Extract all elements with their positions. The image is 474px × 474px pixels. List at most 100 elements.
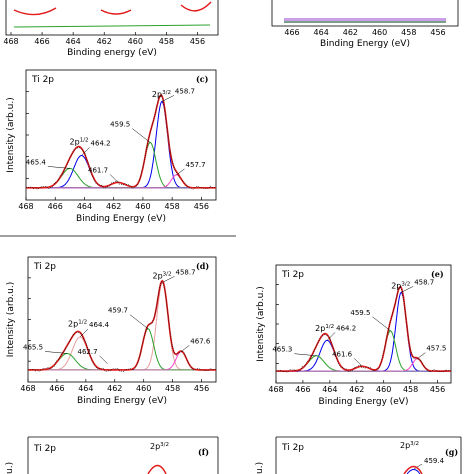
panel-label-e: (e) <box>431 269 444 279</box>
x-tick-label-e: 456 <box>430 385 445 394</box>
component-band-top-right <box>284 18 446 23</box>
envelope-curve-top-left <box>13 7 57 16</box>
annotation-label-d: 464.4 <box>89 321 110 329</box>
annotation-arrow-e <box>294 353 317 356</box>
y-axis-label-g: u.) <box>255 462 265 474</box>
annotation-arrow-d <box>129 314 149 329</box>
x-tick-label-e: 458 <box>403 385 418 394</box>
annotation-arrow-e <box>372 316 391 331</box>
annotation-label-e: 461.6 <box>332 350 353 358</box>
x-tick-label-top-left: 460 <box>128 37 143 46</box>
annotation-label-d: 458.7 <box>175 268 195 276</box>
x-tick-label-d: 464 <box>78 384 93 393</box>
envelope-curve-f <box>147 464 167 474</box>
panel-label-g: (g) <box>445 447 458 457</box>
annotation-label-e: 465.3 <box>272 346 292 354</box>
annotation-arrow-d <box>45 351 68 354</box>
x-tick-label-top-right: 458 <box>401 28 416 37</box>
annotation-arrow-d <box>162 276 175 283</box>
component-curve-g <box>406 469 421 474</box>
x-tick-label-top-right: 466 <box>284 28 299 37</box>
annotation-label-d: 467.6 <box>190 337 211 345</box>
annotation-label-e: 464.2 <box>336 324 356 332</box>
annotation-label-c: 457.7 <box>186 161 206 169</box>
component-curve-d <box>28 336 216 371</box>
envelope-curve-e <box>276 285 451 372</box>
panel-d: Intensity (arb.u.) <box>6 256 217 383</box>
x-tick-label-top-right: 464 <box>314 28 329 37</box>
component-curve-e <box>276 358 451 372</box>
peak-label-2p32-g: 2p3/2 <box>400 441 419 450</box>
annotation-arrow-e <box>353 358 363 367</box>
raw-data-e <box>275 286 452 373</box>
x-axis-label-d: Binding Energy (eV) <box>77 396 167 406</box>
element-label-e: Ti 2p <box>281 270 304 280</box>
x-tick-label-c: 458 <box>165 202 180 211</box>
x-tick-label-top-left: 462 <box>97 37 112 46</box>
x-tick-label-e: 462 <box>349 385 364 394</box>
x-tick-label-d: 466 <box>49 384 64 393</box>
element-label-c: Ti 2p <box>31 75 54 85</box>
annotation-label-e: 458.7 <box>414 278 434 286</box>
x-axis-label-top-right: Binding Energy (eV) <box>320 39 410 49</box>
x-tick-label-top-left: 464 <box>66 37 81 46</box>
annotation-label-d: 465.5 <box>23 343 43 351</box>
y-axis-label-c: Intensity (arb.u.) <box>6 97 16 172</box>
element-label-d: Ti 2p <box>33 262 56 272</box>
x-tick-label-e: 468 <box>268 385 283 394</box>
annotation-label-c: 465.4 <box>26 158 47 166</box>
x-tick-label-top-left: 468 <box>3 37 18 46</box>
annotation-label-g: 459.4 <box>424 457 445 465</box>
x-tick-label-c: 456 <box>194 202 209 211</box>
annotation-arrow-c <box>161 95 175 102</box>
x-tick-label-d: 462 <box>107 384 122 393</box>
raw-data-d <box>28 281 217 372</box>
x-tick-label-e: 466 <box>295 385 310 394</box>
annotation-arrow-c <box>132 128 151 143</box>
element-label-g: Ti 2p <box>281 443 304 453</box>
x-tick-label-top-left: 458 <box>159 37 174 46</box>
annotation-label-d: 459.7 <box>108 307 128 315</box>
envelope-curve-top-left <box>100 9 132 15</box>
annotation-arrow-e <box>417 352 426 359</box>
panel-label-d: (d) <box>196 261 209 271</box>
x-tick-label-d: 456 <box>194 384 209 393</box>
envelope-curve-g <box>403 465 423 474</box>
x-tick-label-e: 460 <box>376 385 391 394</box>
x-tick-label-top-right: 462 <box>343 28 358 37</box>
x-tick-label-c: 462 <box>106 202 121 211</box>
peak-label-2p12-e: 2p1/2 <box>315 324 334 333</box>
x-axis-label-e: Binding Energy (eV) <box>319 397 409 407</box>
y-axis-label-d: Intensity (arb.u.) <box>6 282 16 357</box>
element-label-f: Ti 2p <box>33 444 56 454</box>
x-axis-label-top-left: Binding energy (eV) <box>67 48 157 58</box>
x-tick-label-c: 468 <box>18 202 33 211</box>
annotation-label-c: 458.7 <box>175 87 195 95</box>
annotation-label-d: 462.7 <box>77 348 97 356</box>
peak-label-2p32-f: 2p3/2 <box>150 442 169 451</box>
y-axis-label-f: u.) <box>5 462 15 474</box>
envelope-curve-c <box>26 93 216 189</box>
x-tick-label-e: 464 <box>322 385 337 394</box>
component-curve-e <box>276 330 451 372</box>
panel-label-c: (c) <box>196 74 209 84</box>
annotation-arrow-e <box>326 332 336 341</box>
annotation-arrow-c <box>47 166 70 169</box>
panel-e: Intensity (arb.u.) <box>256 264 452 384</box>
component-curve-c <box>26 100 216 189</box>
x-tick-label-top-left: 456 <box>190 37 205 46</box>
x-tick-label-d: 460 <box>136 384 151 393</box>
annotation-arrow-c <box>176 168 185 176</box>
annotation-label-e: 457.5 <box>426 345 446 353</box>
annotation-label-e: 459.5 <box>350 309 370 317</box>
annotation-arrow-d <box>99 355 108 364</box>
peak-label-2p12-c: 2p1/2 <box>70 138 89 147</box>
annotation-arrow-d <box>181 345 190 352</box>
annotation-arrow-e <box>401 286 414 293</box>
peak-label-2p12-d: 2p1/2 <box>68 320 87 329</box>
plot-frame-top-right <box>271 0 459 27</box>
annotation-label-c: 459.5 <box>110 120 130 128</box>
peak-label-2p32-c: 2p3/2 <box>152 90 171 99</box>
annotation-label-c: 461.7 <box>88 166 108 174</box>
y-axis-label-e: Intensity (arb.u.) <box>256 286 266 361</box>
